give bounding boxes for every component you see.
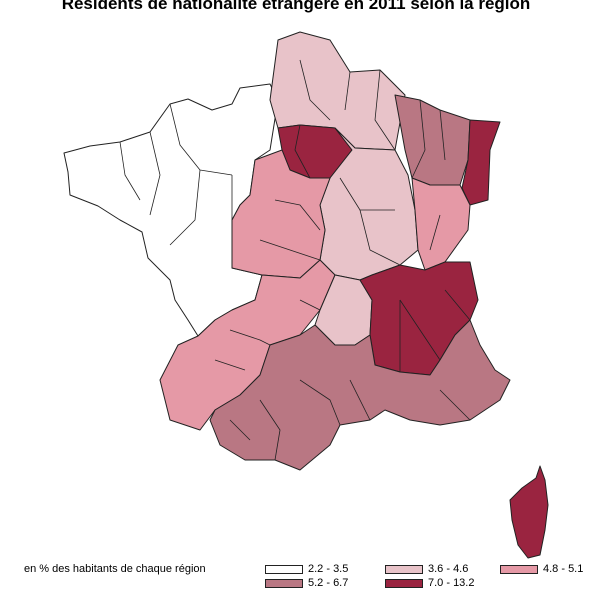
- legend-label-1: 2.2 - 3.5: [308, 563, 349, 575]
- legend-item-2: 3.6 - 4.6: [385, 563, 468, 575]
- legend-item-1: 2.2 - 3.5: [265, 563, 348, 575]
- legend-swatch-1: [265, 564, 303, 574]
- region-south-mid: [209, 319, 511, 471]
- legend-swatch-2: [385, 564, 423, 574]
- legend-label-2: 3.6 - 4.6: [428, 563, 469, 575]
- legend-swatch-4: [265, 578, 303, 588]
- legend-swatch-5: [385, 578, 423, 588]
- legend-label-4: 5.2 - 6.7: [308, 577, 349, 589]
- map-title: Résidents de nationalité étrangère en 20…: [61, 0, 531, 13]
- legend-label-3: 4.8 - 5.1: [543, 563, 584, 575]
- legend-item-3: 4.8 - 5.1: [500, 563, 583, 575]
- region-corse-dark: [509, 465, 549, 559]
- department-borders: [119, 59, 471, 461]
- legend-swatch-3: [500, 564, 538, 574]
- legend-item-5: 7.0 - 13.2: [385, 577, 474, 589]
- region-alsace-dark: [461, 119, 501, 206]
- legend-label-5: 7.0 - 13.2: [428, 577, 475, 589]
- region-franche-comte: [411, 177, 471, 271]
- legend-item-4: 5.2 - 6.7: [265, 577, 348, 589]
- region-lorraine-mid: [394, 94, 471, 186]
- legend-caption: en % des habitants de chaque région: [24, 563, 206, 575]
